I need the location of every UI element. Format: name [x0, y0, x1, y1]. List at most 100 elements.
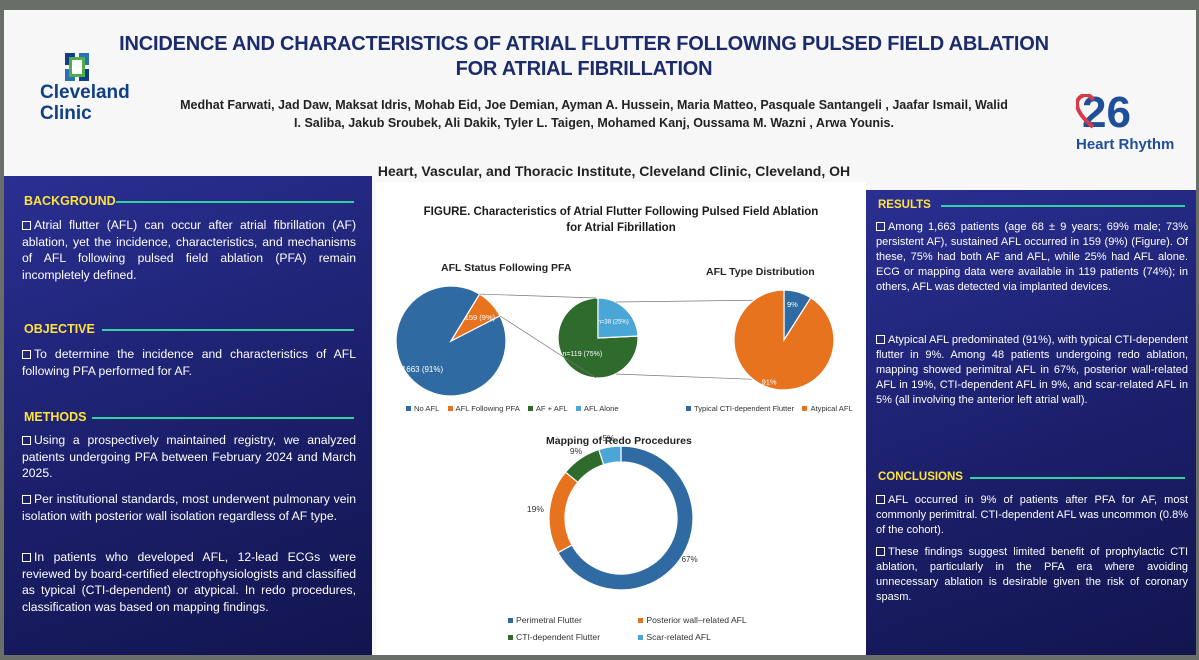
figure-title-line-1: FIGURE. Characteristics of Atrial Flutte… [423, 206, 819, 218]
heart-icon [1076, 94, 1095, 129]
methods-divider [92, 417, 354, 419]
legend-item: Typical CTI-dependent Flutter [686, 404, 794, 413]
checkbox-bullet-icon [876, 495, 885, 504]
conclusions-item-text: These findings suggest limited benefit o… [876, 546, 1188, 603]
checkbox-bullet-icon [22, 350, 31, 359]
results-item: Among 1,663 patients (age 68 ± 9 years; … [876, 220, 1188, 295]
poster: Cleveland Clinic INCIDENCE AND CHARACTER… [4, 10, 1196, 655]
redo-donut-data-label: 67% [682, 555, 698, 564]
conclusions-divider [970, 477, 1185, 479]
legend-swatch [447, 406, 453, 411]
checkbox-bullet-icon [876, 335, 885, 344]
legend-label: Typical CTI-dependent Flutter [694, 404, 795, 413]
status-legend: No AFL AFL Following PFA AF + AFL AFL Al… [406, 404, 619, 413]
methods-item-text: In patients who developed AFL, 12-lead E… [22, 550, 356, 614]
legend-swatch [406, 406, 411, 411]
afl-type-pie-slice [733, 289, 835, 391]
legend-swatch [802, 406, 808, 411]
legend-swatch [638, 635, 644, 640]
legend-swatch [638, 618, 644, 623]
redo-donut-slice [548, 471, 579, 554]
logo-text-line1: Cleveland [40, 82, 130, 103]
cleveland-clinic-mark-icon [64, 52, 90, 82]
checkbox-bullet-icon [876, 222, 885, 231]
redo-mapping-title: Mapping of Redo Procedures [546, 435, 692, 447]
afl-status-title: AFL Status Following PFA [441, 262, 572, 274]
methods-item: Using a prospectively maintained registr… [22, 432, 356, 482]
methods-item: In patients who developed AFL, 12-lead E… [22, 549, 356, 615]
right-panel: RESULTS Among 1,663 patients (age 68 ± 9… [866, 190, 1196, 655]
results-item-text: Atypical AFL predominated (91%), with ty… [876, 334, 1188, 406]
afl-status-pie-data-label: 1663 (91%) [402, 365, 444, 374]
legend-item: Posterior wall–related AFL [638, 615, 747, 625]
conclusions-item-text: AFL occurred in 9% of patients after PFA… [876, 494, 1188, 536]
checkbox-bullet-icon [22, 495, 31, 504]
legend-label: No AFL [414, 404, 440, 413]
afl-type-pie-data-label: 9% [787, 300, 798, 309]
results-divider [941, 205, 1185, 207]
legend-swatch [527, 406, 533, 411]
legend-label: AFL Following PFA [455, 404, 520, 413]
title-line-1: INCIDENCE AND CHARACTERISTICS OF ATRIAL … [119, 33, 1049, 55]
objective-heading: OBJECTIVE [24, 322, 95, 336]
redo-donut-data-label: 5% [602, 433, 615, 443]
legend-label: Posterior wall–related AFL [646, 615, 747, 625]
checkbox-bullet-icon [22, 553, 31, 562]
results-item: Atypical AFL predominated (91%), with ty… [876, 333, 1188, 408]
legend-item: AF + AFL [527, 404, 568, 413]
title-line-2: FOR ATRIAL FIBRILLATION [455, 58, 713, 80]
legend-swatch [686, 406, 691, 411]
authors-line-1: Medhat Farwati, Jad Daw, Maksat Idris, M… [180, 98, 1008, 112]
checkbox-bullet-icon [876, 547, 885, 556]
methods-item-text: Per institutional standards, most underw… [22, 492, 356, 523]
results-item-text: Among 1,663 patients (age 68 ± 9 years; … [876, 221, 1188, 293]
legend-label: AF + AFL [535, 404, 568, 413]
legend-swatch [508, 618, 513, 623]
legend-label: Atypical AFL [810, 404, 853, 413]
poster-title: INCIDENCE AND CHARACTERISTICS OF ATRIAL … [64, 32, 1104, 82]
figure-chart-svg: 1663 (91%) 159 (9%) n=119 (75%) n=38 (25%) 9… [395, 285, 835, 591]
figure-title-line-2: for Atrial Fibrillation [566, 222, 676, 234]
legend-item: CTI-dependent Flutter [508, 629, 636, 646]
objective-text: To determine the incidence and character… [22, 346, 356, 379]
afl-breakdown-pie-data-label: n=119 (75%) [562, 351, 602, 358]
afl-status-pie-data-label: 159 (9%) [465, 313, 496, 322]
legend-item: Scar-related AFL [638, 632, 711, 642]
checkbox-bullet-icon [22, 221, 31, 230]
objective-divider [102, 329, 354, 331]
heart-rhythm-logo: 26 Heart Rhythm [1064, 90, 1194, 153]
legend-label: Scar-related AFL [646, 632, 711, 642]
redo-donut-data-label: 19% [527, 504, 544, 514]
methods-heading: METHODS [24, 410, 87, 424]
afl-type-pie-data-label: 91% [762, 378, 777, 387]
background-text-body: Atrial flutter (AFL) can occur after atr… [22, 218, 356, 282]
results-heading: RESULTS [878, 199, 931, 211]
authors: Medhat Farwati, Jad Daw, Maksat Idris, M… [174, 96, 1014, 132]
legend-swatch [508, 635, 513, 640]
authors-line-2: I. Saliba, Jakub Sroubek, Ali Dakik, Tyl… [294, 116, 894, 130]
connector-line [499, 315, 597, 379]
methods-item: Per institutional standards, most underw… [22, 491, 356, 524]
afl-breakdown-pie-data-label: n=38 (25%) [598, 320, 629, 326]
legend-item: No AFL [406, 404, 439, 413]
figure-panel: FIGURE. Characteristics of Atrial Flutte… [376, 182, 866, 655]
conclusions-item: These findings suggest limited benefit o… [876, 545, 1188, 605]
heart-rhythm-text: Heart Rhythm [1076, 136, 1175, 153]
checkbox-bullet-icon [22, 436, 31, 445]
conclusions-heading: CONCLUSIONS [878, 471, 963, 483]
objective-text-body: To determine the incidence and character… [22, 347, 356, 378]
methods-item-text: Using a prospectively maintained registr… [22, 433, 356, 480]
institute: Heart, Vascular, and Thoracic Institute,… [377, 163, 851, 179]
legend-item: Perimetral Flutter [508, 612, 636, 629]
afl-type-title: AFL Type Distribution [706, 266, 815, 278]
afl-breakdown-pie-slice [597, 297, 639, 339]
background-divider [116, 201, 354, 203]
legend-label: AFL Alone [583, 404, 619, 413]
legend-item: AFL Alone [575, 404, 619, 413]
redo-donut-slice [557, 445, 694, 591]
type-legend: Typical CTI-dependent Flutter Atypical A… [686, 404, 853, 413]
legend-label: CTI-dependent Flutter [516, 632, 601, 642]
conclusions-item: AFL occurred in 9% of patients after PFA… [876, 493, 1188, 538]
redo-donut-data-label: 9% [570, 446, 583, 456]
background-text: Atrial flutter (AFL) can occur after atr… [22, 217, 356, 283]
